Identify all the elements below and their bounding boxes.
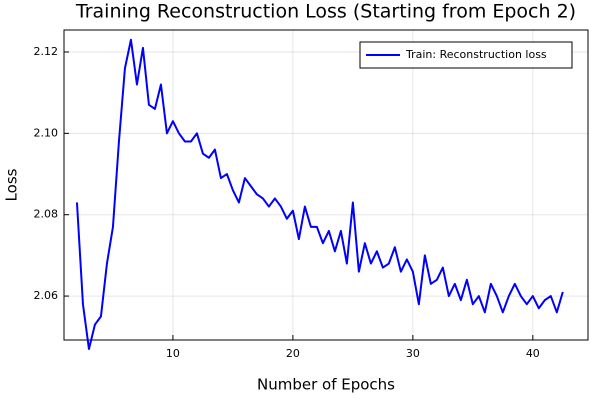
y-tick-label: 2.08 bbox=[34, 208, 59, 221]
plot-frame bbox=[63, 29, 589, 341]
y-axis-label: Loss bbox=[3, 168, 21, 201]
x-tick-label: 30 bbox=[406, 347, 420, 360]
x-tick-label: 40 bbox=[526, 347, 540, 360]
y-tick-label: 2.12 bbox=[34, 45, 59, 58]
y-tick-label: 2.10 bbox=[34, 126, 59, 139]
x-tick-label: 10 bbox=[166, 347, 180, 360]
y-tick-label: 2.06 bbox=[34, 289, 59, 302]
chart-title: Training Reconstruction Loss (Starting f… bbox=[75, 1, 576, 23]
x-axis-label: Number of Epochs bbox=[257, 376, 395, 394]
x-tick-label: 20 bbox=[286, 347, 300, 360]
data-line bbox=[75, 38, 564, 350]
legend-label: Train: Reconstruction loss bbox=[405, 48, 547, 61]
